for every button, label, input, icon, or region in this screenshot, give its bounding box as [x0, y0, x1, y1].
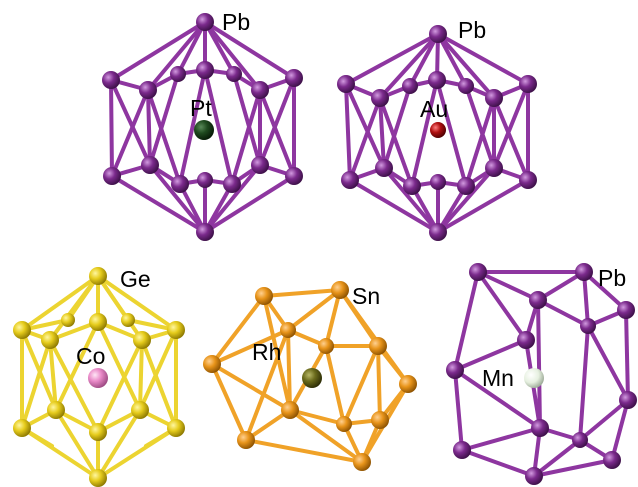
- cage-label-pb-2: Pb: [458, 17, 486, 43]
- center-label-au: Au: [420, 96, 448, 122]
- cluster-au-pb12: Au Pb: [337, 17, 537, 241]
- center-atom-pt: [194, 120, 214, 140]
- center-label-mn: Mn: [482, 365, 514, 391]
- center-atom-mn: [524, 368, 544, 388]
- cage-label-pb-1: Pb: [222, 9, 250, 35]
- cluster-rh-sn12: Rh Sn: [203, 281, 417, 471]
- cage-label-sn: Sn: [352, 283, 380, 309]
- cluster-pt-pb12: Pt Pb: [102, 9, 303, 241]
- cluster-co-ge12: Co Ge: [13, 266, 185, 487]
- cluster-mn-pb12: Mn Pb: [446, 263, 637, 485]
- center-atom-co: [88, 368, 108, 388]
- cage-label-ge: Ge: [120, 266, 151, 292]
- center-label-pt: Pt: [190, 95, 212, 121]
- center-label-rh: Rh: [252, 339, 281, 365]
- center-label-co: Co: [76, 343, 105, 369]
- center-atom-rh: [302, 368, 322, 388]
- center-atom-au: [430, 122, 446, 138]
- cage-label-pb-3: Pb: [598, 265, 626, 291]
